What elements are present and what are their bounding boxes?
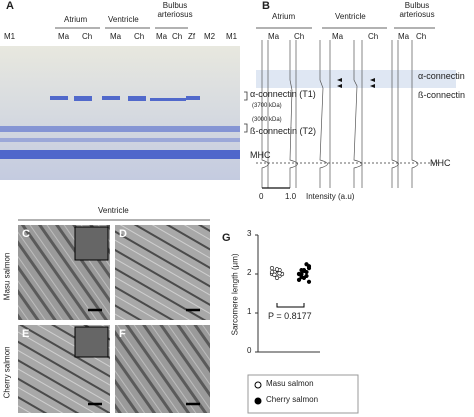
scale-bars [88, 308, 200, 406]
micrograph [115, 325, 210, 413]
lane-label: Ch [172, 32, 183, 41]
p-bracket [276, 303, 305, 308]
lane-label: Ch [416, 32, 427, 41]
dot [269, 266, 275, 271]
lane-label: Ma [332, 32, 344, 41]
group-label: Atrium [64, 15, 88, 24]
axis-label: Sarcomere length (µm) [230, 253, 240, 336]
lane-label: Zf [188, 32, 196, 41]
band-label: ß-connectin (T2) [250, 126, 317, 136]
y-tick-label: 2 [247, 268, 252, 277]
legend-label: Masu salmon [266, 379, 314, 388]
panel-label: A [6, 0, 14, 12]
panel-label: F [119, 328, 126, 340]
band-label: α-connectin (T1) [250, 89, 316, 99]
micrograph [115, 225, 210, 320]
band-label: α-connectin [418, 71, 465, 81]
lane-label: Ma [398, 32, 410, 41]
dot [299, 275, 304, 280]
gel [0, 46, 240, 180]
gel-bands [0, 96, 240, 159]
lane-label: Ch [294, 32, 305, 41]
group-label: Bulbus arteriosus [157, 1, 193, 19]
band-label: MHC [250, 150, 271, 160]
y-tick-label: 0 [247, 346, 252, 355]
dot [306, 266, 312, 271]
scale-label: 1.0 [285, 192, 297, 201]
row-label: Masu salmon [2, 252, 12, 301]
lane-label: Ma [58, 32, 70, 41]
group-label: Bulbus arteriosus [399, 1, 435, 19]
legend-marker [254, 381, 262, 389]
lane-label: Ch [368, 32, 379, 41]
arrowheads [337, 78, 375, 88]
group-label: Ventricle [335, 12, 366, 21]
panel-label: E [22, 328, 30, 340]
traces [261, 40, 419, 188]
panel-label: C [22, 228, 30, 240]
inset [74, 326, 109, 358]
y-tick-label: 3 [247, 229, 252, 238]
lane-label: Ma [268, 32, 280, 41]
connectin-band [256, 70, 456, 88]
dot [296, 271, 302, 277]
annotation: P = 0.8177 [268, 311, 312, 321]
lane-label: M1 [4, 32, 16, 41]
dot [274, 275, 280, 281]
dot [296, 277, 302, 282]
inset [74, 226, 109, 261]
band-label: (3700 kDa) [252, 103, 282, 109]
lane-label: Ch [82, 32, 93, 41]
lane-label: Ma [110, 32, 122, 41]
legend-marker [254, 397, 262, 405]
dot [304, 262, 309, 267]
dot [301, 268, 307, 273]
lane-label: Ma [156, 32, 168, 41]
dot [274, 267, 280, 272]
panel-label: G [222, 232, 231, 244]
scale-label: 0 [259, 192, 264, 201]
dot [272, 272, 277, 277]
legend-label: Cherry salmon [266, 395, 319, 404]
lane-label: Ch [134, 32, 145, 41]
group-label: Atrium [272, 12, 296, 21]
y-tick-label: 1 [247, 307, 252, 316]
panel-label: B [262, 0, 270, 12]
band-label: ß-connectin [418, 90, 466, 100]
dot [306, 279, 312, 284]
legend-box [247, 374, 359, 414]
band-label: MHC [430, 158, 451, 168]
dot [269, 269, 275, 275]
dot [277, 271, 282, 276]
panel-label: D [119, 228, 127, 240]
lane-label: M2 [204, 32, 216, 41]
row-label: Cherry salmon [2, 346, 12, 399]
band-label: (3000 kDa) [252, 117, 282, 123]
group-label: Ventricle [108, 15, 139, 24]
dot [304, 273, 309, 279]
axis-label: Intensity (a.u) [306, 192, 355, 201]
brackets [244, 91, 248, 133]
group-label: Ventricle [98, 206, 129, 215]
lane-label: M1 [226, 32, 238, 41]
